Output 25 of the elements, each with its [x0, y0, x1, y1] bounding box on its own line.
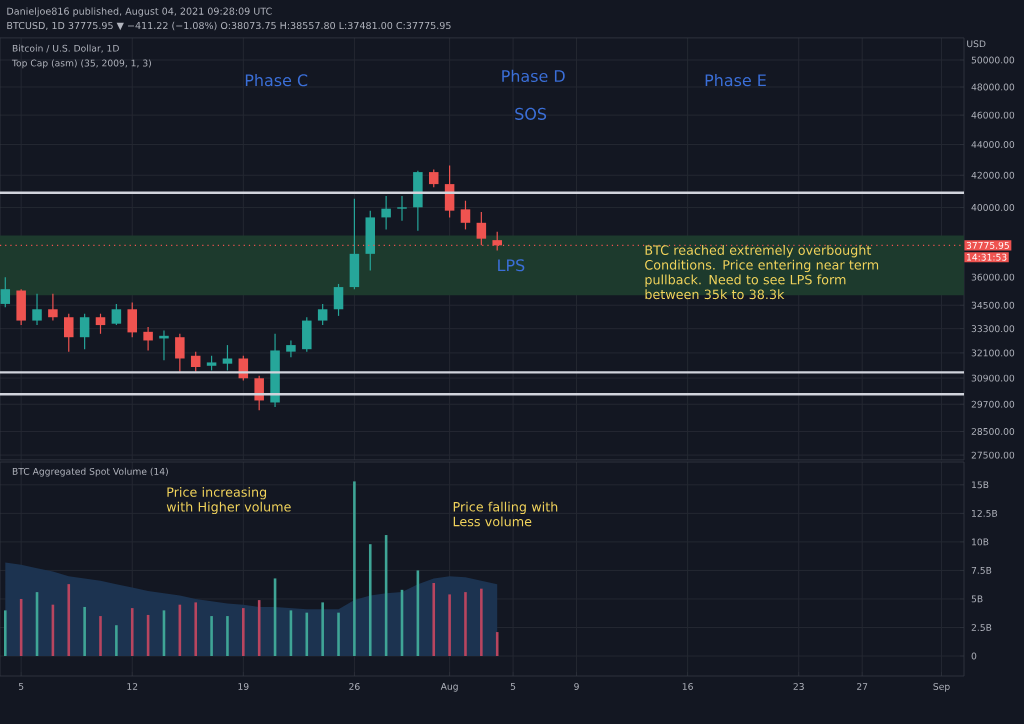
candlestick — [476, 211, 487, 246]
candlestick — [143, 326, 153, 352]
candlestick — [254, 375, 264, 411]
candlestick — [32, 293, 42, 326]
candlestick — [460, 200, 471, 231]
candlestick — [333, 283, 344, 317]
candlestick — [365, 210, 376, 272]
candlestick — [286, 339, 296, 358]
candlestick — [302, 316, 312, 353]
candlestick — [190, 351, 201, 373]
candlestick — [397, 195, 407, 222]
candlestick — [111, 303, 122, 326]
candlestick — [175, 333, 185, 373]
candlestick — [381, 195, 391, 231]
candlestick — [222, 344, 233, 372]
candlestick — [79, 313, 90, 350]
candlestick — [127, 302, 137, 338]
candlestick — [48, 293, 58, 322]
candlestick — [16, 288, 26, 326]
candlestick — [95, 313, 106, 335]
candlestick — [64, 313, 74, 353]
candlestick — [413, 170, 423, 232]
candlestick — [349, 198, 360, 290]
candlestick — [0, 276, 11, 308]
candlestick — [317, 303, 328, 326]
